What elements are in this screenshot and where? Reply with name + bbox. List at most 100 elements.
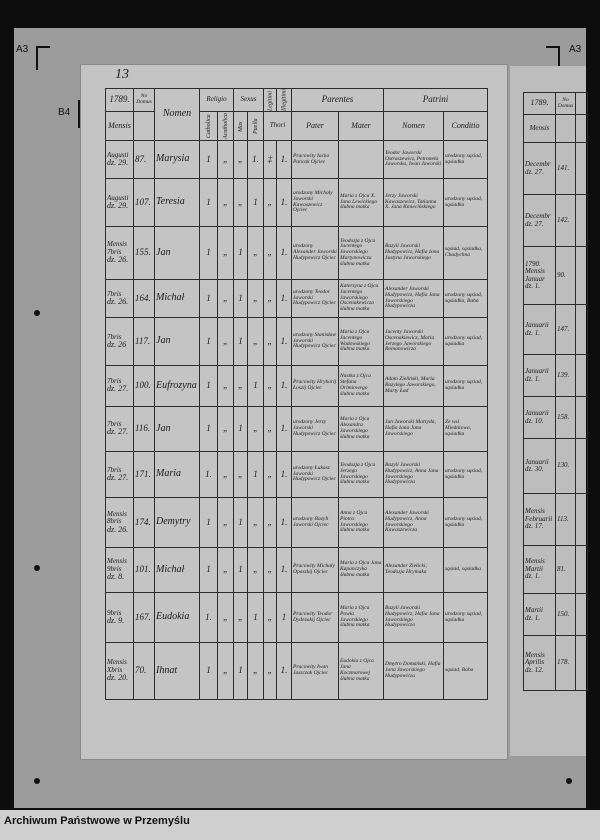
entry-acath: „ [217,642,234,700]
side-year-header: 1789. [523,92,556,115]
facing-entry: 1790. Mensis Januar dz. 1. 90. [523,246,588,305]
page-number: 13 [115,67,129,82]
entry-illeg: 1. [276,406,292,452]
register-entry: 7bris dz. 27. 171. Maria 1. „ „ 1 „ 1. urodzony Łu… [105,451,488,498]
facing-entry-date: Martii dz. 1. [523,593,556,636]
entry-leg: „ [263,451,277,498]
entry-name: Eudokia [154,592,200,643]
entry-leg: „ [263,547,277,593]
entry-name: Michał [154,279,200,318]
entry-pater: Pracowity Teodor Dydezakij Ojciec [291,592,339,643]
entry-conditio: urodzony sąsiad, sąsiadka [443,178,488,227]
side-cell [575,635,588,691]
entry-no: 87. [133,140,155,179]
crop-mark-right [546,46,560,70]
entry-name: Maria [154,451,200,498]
facing-entry-day: dz. 30. [525,465,544,473]
side-cell [575,354,588,397]
register-entry: 7bris dz. 26 117. Jan 1 „ 1 „ „ 1. urodzony Stanis… [105,317,488,366]
entry-fem: „ [247,547,264,593]
entry-conditio: Ze wsi Miedniowa, sąsiadka [443,406,488,452]
register-entry: 7bris dz. 27. 116. Jan 1 „ 1 „ „ 1. urodzony Jerzy… [105,406,488,452]
entry-name: Marysia [154,140,200,179]
entry-day: dz. 29. [107,157,129,167]
entry-pater: urodzony Alexander Jaworski Hudypowicz O… [291,226,339,280]
entry-mater: Maria z Ojca Jana Kapanczyka ślubna matk… [338,547,384,593]
side-cell [575,593,588,636]
facing-entry-day: dz. 12. [525,665,544,674]
register-entry: Augusti dz. 29. 107. Teresia 1 „ „ 1 „ 1. urodzony… [105,178,488,227]
entry-patrini: Dmytro Domański, Hafia Jana Jaworskiego … [383,642,444,700]
facing-entry-day: dz. 1. [525,281,540,290]
entry-month: Augusti dz. 29. [105,140,134,179]
corner-label-left: A3 [16,44,29,55]
catholica-header: Catholica [199,111,218,141]
entry-pater: urodzony Stanisław Jaworski Hudypowicz O… [291,317,339,366]
entry-fem: 1. [247,140,264,179]
marker-line [78,100,80,128]
entry-conditio: urodzony sąsiad, sąsiadka [443,592,488,643]
entry-day: dz. 26. [107,296,129,306]
entry-illeg: 1. [276,279,292,318]
entry-mater: Maria z Ojca X. Jana Lewickiego ślubna m… [338,178,384,227]
facing-entry-day: dz. 27. [525,219,544,228]
entry-mas: „ [233,140,248,179]
sexus-header: Sexus [233,88,264,112]
entry-fem: „ [247,497,264,548]
entry-illeg: 1. [276,365,292,407]
register-entry: Mensis 9bris dz. 8. 101. Michał 1 „ 1 „ „ 1. Praco… [105,547,488,593]
entry-pater: Pracowity Hryhorij Łoszij Ojciec [291,365,339,407]
entry-leg: „ [263,317,277,366]
facing-entry-day: dz. 1. [525,328,540,337]
facing-entry-month: Mensis Martii [525,557,545,573]
legitimi-header: Legitimi [263,88,277,112]
entry-fem: 1 [247,365,264,407]
entry-month: 7bris dz. 26 [105,317,134,366]
entry-mas: „ [233,365,248,407]
entry-fem: 1 [247,178,264,227]
register-entry: Mensis Xbris dz. 20. 70. Ihnat 1 „ 1 „ „ 1. Pracow… [105,642,488,700]
side-cell [575,194,588,247]
entry-month: Mensis Xbris dz. 20. [105,642,134,700]
mater-header: Mater [338,111,384,141]
thori-header: Thori [263,111,292,141]
entry-no: 101. [133,547,155,593]
entry-month: 7bris dz. 27. [105,365,134,407]
facing-entry-no: 142. [555,194,576,247]
patrini-header: Patrini [383,88,488,112]
side-mensis-header: Mensis [523,114,556,143]
entry-patrini: Bazyli Jaworski Hudypowicz, Anna Jana Ja… [383,451,444,498]
entry-illeg: 1. [276,178,292,227]
facing-entry-no: 113. [555,493,576,546]
entry-leg: „ [263,178,277,227]
register-entry: Mensis 7bris dz. 26. 155. Jan 1 „ 1 „ „ 1. urodzon… [105,226,488,280]
entry-patrini: Adam Zieliński, Maria Bazylego Jaworskie… [383,365,444,407]
entry-conditio: urodzony sąsiad, sąsiadka [443,365,488,407]
entry-name: Eufrozyna [154,365,200,407]
side-cell [575,142,588,195]
entry-patrini: Teodor Jaworski Ostraszewicz, Petronela … [383,140,444,179]
facing-entry-day: dz. 10. [525,416,544,425]
religio-header: Religio [199,88,234,112]
entry-month: 7bris dz. 27. [105,451,134,498]
facing-entry-day: dz. 1. [525,613,540,622]
entry-patrini: Alexander Ziełicki, Teodozja Hrymaka [383,547,444,593]
entry-fem: 1 [247,592,264,643]
entry-fem: „ [247,406,264,452]
entry-leg: „ [263,642,277,700]
facing-entry: Januarii dz. 1. 139. [523,354,588,397]
facing-entry: Mensis Aprilis dz. 12. 178. [523,635,588,691]
entry-pater: urodzony Łukasz Jaworski Hudypowicz Ojci… [291,451,339,498]
entry-name: Teresia [154,178,200,227]
entry-patrini: Alexander Jaworski Hudypowicz, Hafia Jan… [383,279,444,318]
entry-month: 7bris dz. 26. [105,279,134,318]
entry-month: Mensis 8bris dz. 26. [105,497,134,548]
entry-no: 174. [133,497,155,548]
entry-pater: Pracowity Iwan Jaszczak Ojciec [291,642,339,700]
register-entry: 7bris dz. 26. 164. Michał 1 „ 1 „ „ 1. urodzony Te… [105,279,488,318]
facing-page-table: 1789. No Domus Mensis Decembr dz. 27. 141.… [523,92,588,691]
binding-hole [34,310,40,316]
facing-entry-month: Januarii [525,409,549,418]
entry-mas: 1 [233,226,248,280]
entry-cath: 1. [199,592,218,643]
